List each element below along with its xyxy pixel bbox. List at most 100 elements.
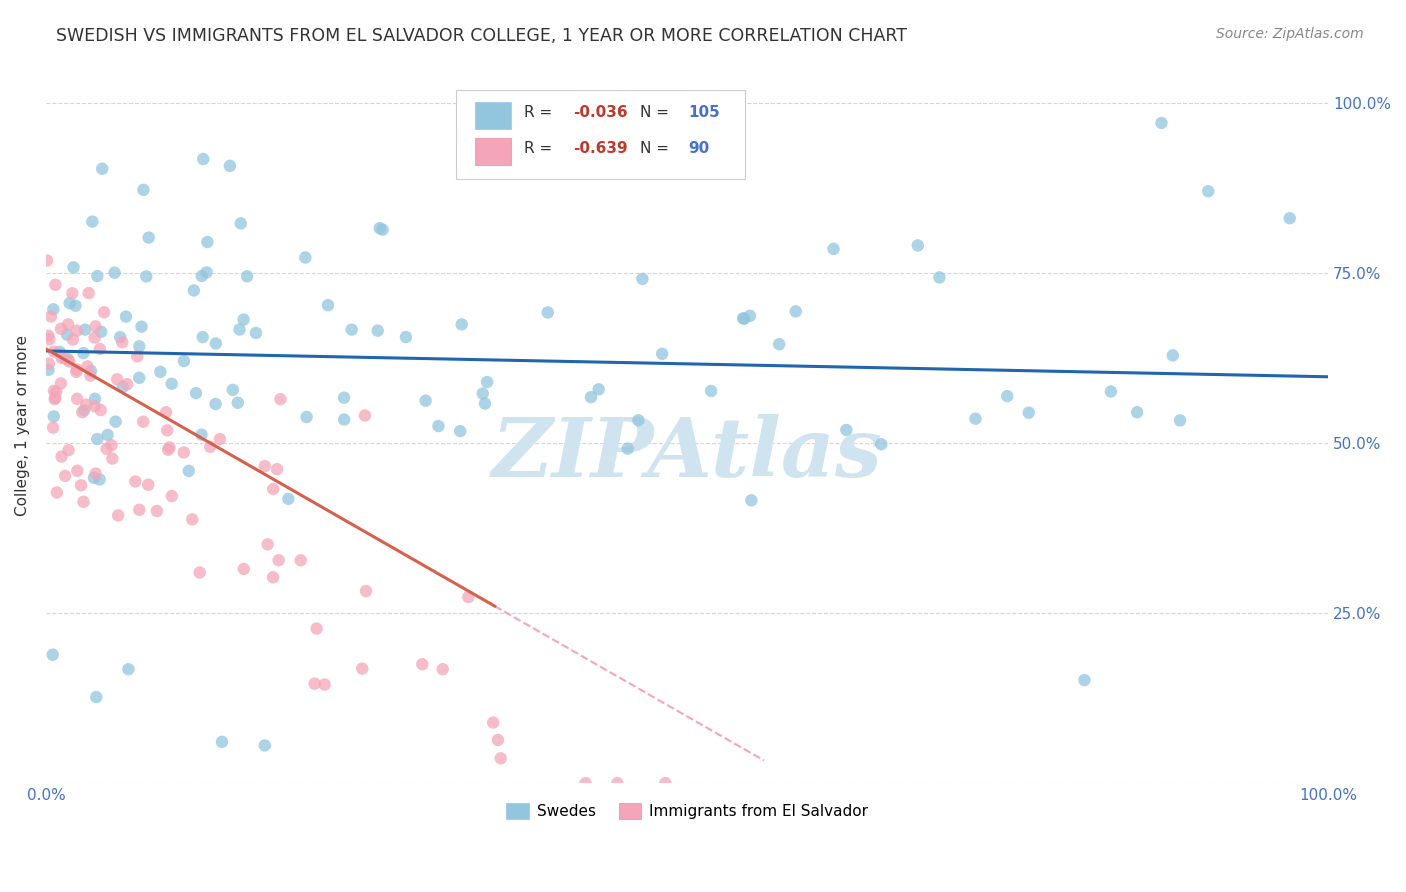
Point xyxy=(627,413,650,427)
Y-axis label: College, 1 year or more: College, 1 year or more xyxy=(15,335,30,516)
Point xyxy=(219,159,242,173)
Point xyxy=(60,286,83,301)
Point xyxy=(191,330,214,344)
Text: SWEDISH VS IMMIGRANTS FROM EL SALVADOR COLLEGE, 1 YEAR OR MORE CORRELATION CHART: SWEDISH VS IMMIGRANTS FROM EL SALVADOR C… xyxy=(56,27,907,45)
Point xyxy=(83,399,105,413)
Point xyxy=(80,364,103,378)
Point xyxy=(37,328,59,343)
Point xyxy=(177,464,200,478)
Point xyxy=(333,391,356,405)
Point xyxy=(1150,116,1173,130)
Point xyxy=(115,377,138,392)
Point xyxy=(44,391,66,405)
Point xyxy=(35,253,58,268)
Point xyxy=(58,296,80,310)
Point xyxy=(138,230,160,244)
Point xyxy=(995,389,1018,403)
Point xyxy=(96,442,118,456)
Point xyxy=(907,238,929,252)
Point xyxy=(395,330,418,344)
Text: 90: 90 xyxy=(689,141,710,156)
Point xyxy=(232,312,254,326)
Text: ZIPAtlas: ZIPAtlas xyxy=(492,415,883,494)
Point xyxy=(266,462,288,476)
Point xyxy=(128,339,150,353)
Point xyxy=(740,493,762,508)
Point xyxy=(44,277,66,292)
Point xyxy=(104,415,127,429)
Point xyxy=(415,393,437,408)
Point xyxy=(181,512,204,526)
Text: R =: R = xyxy=(524,105,557,120)
Point xyxy=(277,491,299,506)
Point xyxy=(965,411,987,425)
Point xyxy=(314,677,336,691)
Point xyxy=(56,352,79,367)
Point xyxy=(83,471,105,485)
Point xyxy=(768,337,790,351)
Point xyxy=(66,392,89,406)
Point xyxy=(1126,405,1149,419)
Point xyxy=(316,298,339,312)
Point xyxy=(84,467,107,481)
Point xyxy=(101,451,124,466)
Point xyxy=(84,392,107,406)
Point xyxy=(77,286,100,301)
Point xyxy=(42,344,65,359)
Point xyxy=(79,368,101,383)
Point xyxy=(190,268,212,283)
Point xyxy=(537,305,560,319)
Point xyxy=(136,477,159,491)
Point xyxy=(146,504,169,518)
Point xyxy=(204,336,226,351)
Point xyxy=(44,392,66,406)
Point xyxy=(1278,211,1301,226)
Point xyxy=(48,344,70,359)
Point xyxy=(616,442,638,456)
Point xyxy=(870,437,893,451)
Point xyxy=(45,384,67,399)
Point xyxy=(51,351,73,365)
Point xyxy=(245,326,267,340)
Point xyxy=(84,319,107,334)
Point xyxy=(368,221,391,235)
Point xyxy=(333,412,356,426)
Point xyxy=(226,396,249,410)
Point xyxy=(1073,673,1095,687)
Point xyxy=(197,235,219,249)
Text: -0.036: -0.036 xyxy=(572,105,627,120)
Point xyxy=(449,424,471,438)
Point xyxy=(305,622,328,636)
Point xyxy=(157,442,180,457)
Point xyxy=(340,323,363,337)
Text: N =: N = xyxy=(640,105,673,120)
Legend: Swedes, Immigrants from El Salvador: Swedes, Immigrants from El Salvador xyxy=(501,797,875,825)
Point xyxy=(228,322,250,336)
Point xyxy=(89,473,111,487)
Point xyxy=(38,357,60,371)
Point xyxy=(475,375,498,389)
Point xyxy=(290,553,312,567)
Point xyxy=(1018,406,1040,420)
Point xyxy=(135,269,157,284)
Point xyxy=(39,310,62,324)
Point xyxy=(574,776,596,790)
Point xyxy=(700,384,723,398)
Point xyxy=(107,508,129,523)
Point xyxy=(90,325,112,339)
Point xyxy=(97,428,120,442)
Point xyxy=(72,495,94,509)
Point xyxy=(928,270,950,285)
Bar xyxy=(475,102,512,129)
Point xyxy=(267,553,290,567)
Point xyxy=(73,403,96,417)
Point xyxy=(1168,413,1191,427)
Point xyxy=(262,570,284,584)
Point xyxy=(70,478,93,492)
Point xyxy=(294,251,316,265)
Point xyxy=(100,438,122,452)
Point xyxy=(835,423,858,437)
Point xyxy=(256,537,278,551)
Point xyxy=(111,335,134,350)
Point xyxy=(606,776,628,790)
